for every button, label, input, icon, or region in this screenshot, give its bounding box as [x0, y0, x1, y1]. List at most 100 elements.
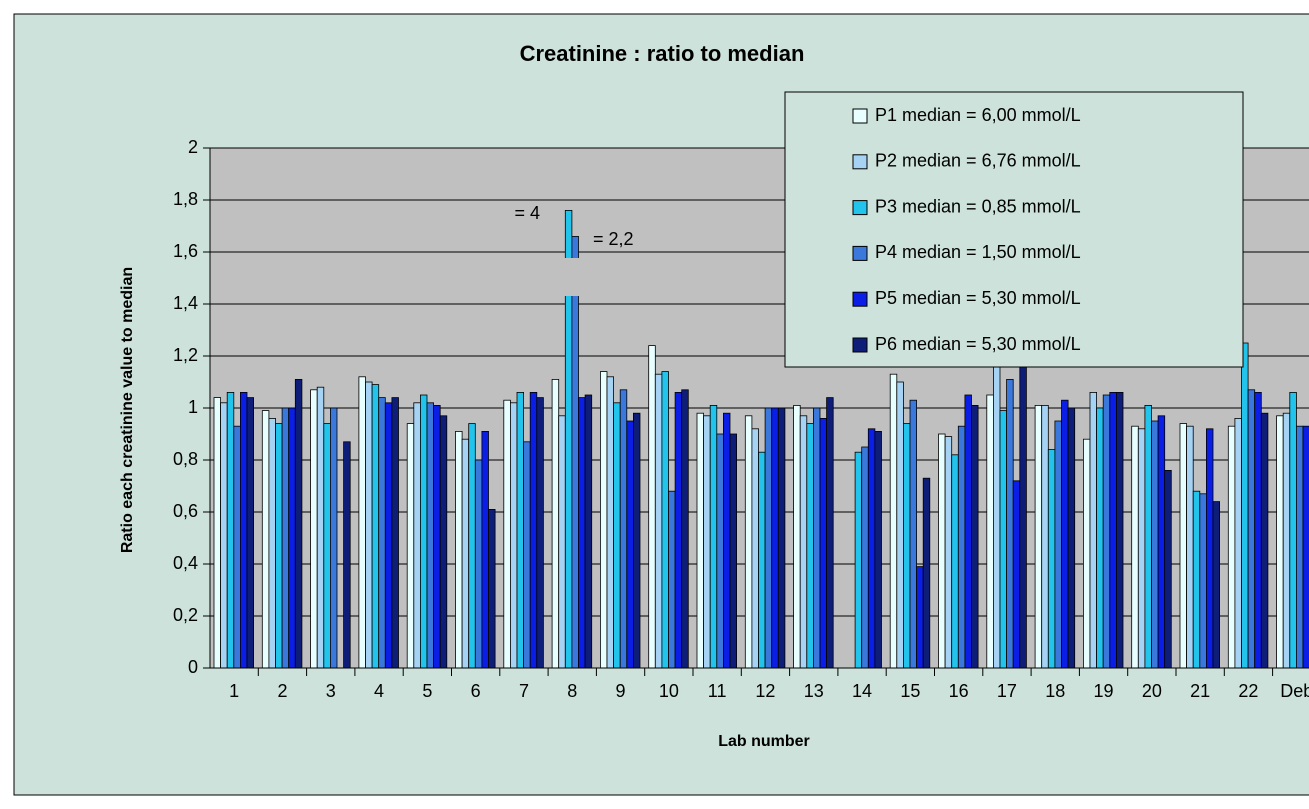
- x-tick-label: 18: [1045, 681, 1065, 701]
- x-tick-label: 2: [277, 681, 287, 701]
- x-tick-label: 22: [1238, 681, 1258, 701]
- x-tick-label: 1: [229, 681, 239, 701]
- bar: [799, 415, 808, 669]
- bar: [633, 412, 641, 669]
- bar: [551, 378, 560, 669]
- bar: [654, 373, 663, 669]
- bar: [1006, 378, 1014, 669]
- x-tick-label: 11: [708, 681, 727, 701]
- x-tick-label: 20: [1142, 681, 1162, 701]
- annotation: = 2,2: [593, 229, 634, 249]
- x-tick-label: 12: [755, 681, 775, 701]
- bar: [1241, 342, 1249, 669]
- bar: [455, 430, 463, 669]
- bar: [806, 423, 814, 669]
- bar: [1179, 423, 1187, 669]
- axis-break: [560, 258, 580, 296]
- bar: [1151, 420, 1159, 669]
- bar: [481, 430, 489, 669]
- bar: [391, 397, 399, 669]
- bar: [578, 397, 586, 669]
- x-tick-label: 10: [659, 681, 679, 701]
- y-axis-title: Ratio each creatinine value to median: [119, 267, 136, 553]
- bar: [281, 407, 290, 669]
- bar: [358, 376, 366, 669]
- legend-swatch: [852, 108, 868, 124]
- bar: [371, 384, 380, 669]
- bar: [999, 410, 1007, 669]
- bar: [922, 477, 931, 669]
- bar: [516, 391, 524, 669]
- bar: [889, 373, 898, 669]
- legend-label: P5 median = 5,30 mmol/L: [875, 288, 1081, 308]
- bar: [413, 402, 421, 669]
- bar: [343, 441, 351, 669]
- x-tick-label: 21: [1190, 681, 1210, 701]
- bar: [1186, 425, 1194, 669]
- bar: [1102, 394, 1111, 669]
- bar: [246, 397, 254, 669]
- legend-swatch: [852, 291, 868, 307]
- bar: [426, 402, 434, 669]
- x-tick-label: 8: [567, 681, 577, 701]
- bar: [1041, 404, 1049, 669]
- bar: [1282, 412, 1291, 669]
- bar: [619, 389, 628, 669]
- bar: [268, 417, 276, 669]
- bar: [1206, 428, 1214, 669]
- bar: [613, 402, 621, 669]
- y-tick-label: 0,4: [173, 553, 198, 573]
- bar: [971, 404, 979, 669]
- x-tick-label: 16: [949, 681, 969, 701]
- bar: [1192, 490, 1201, 669]
- bar: [606, 376, 614, 669]
- bar: [419, 394, 428, 669]
- legend-swatch: [852, 154, 868, 170]
- x-tick-label: 9: [616, 681, 626, 701]
- bar: [365, 381, 373, 669]
- legend-label: P3 median = 0,85 mmol/L: [875, 196, 1081, 216]
- bar: [261, 410, 270, 669]
- bar: [1144, 404, 1152, 669]
- bar: [233, 425, 241, 669]
- legend: P1 median = 6,00 mmol/L P2 median = 6,76 …: [784, 91, 1244, 368]
- bar: [1096, 407, 1104, 669]
- bar: [1034, 404, 1043, 669]
- y-tick-label: 1: [188, 397, 198, 417]
- bar: [903, 423, 911, 669]
- legend-box: [784, 91, 1244, 368]
- bar: [439, 415, 448, 669]
- x-tick-label: 4: [374, 681, 384, 701]
- bar: [488, 508, 496, 669]
- annotation: = 4: [514, 203, 540, 223]
- bar: [1296, 425, 1304, 669]
- legend-label: P6 median = 5,30 mmol/L: [875, 334, 1081, 354]
- bar: [944, 436, 953, 669]
- legend-swatch: [852, 200, 868, 216]
- bar: [764, 407, 773, 669]
- bar: [709, 404, 718, 669]
- bar: [406, 423, 415, 669]
- bar: [1131, 425, 1139, 669]
- bar: [474, 459, 483, 669]
- bar: [239, 391, 248, 669]
- y-tick-label: 1,4: [173, 293, 198, 313]
- bar: [468, 423, 476, 669]
- bar: [316, 386, 325, 669]
- bar: [294, 378, 303, 669]
- y-tick-label: 0,2: [173, 605, 198, 625]
- bar: [1234, 417, 1242, 669]
- bar: [744, 415, 753, 669]
- bar: [1157, 415, 1166, 669]
- bar: [874, 430, 882, 669]
- x-tick-label: Deb: [1280, 681, 1309, 701]
- bar: [813, 407, 821, 669]
- bar: [777, 407, 786, 669]
- legend-label: P2 median = 6,76 mmol/L: [875, 151, 1081, 171]
- bar: [1260, 412, 1269, 669]
- bar: [226, 391, 235, 669]
- bar: [529, 391, 538, 669]
- bar: [916, 566, 924, 669]
